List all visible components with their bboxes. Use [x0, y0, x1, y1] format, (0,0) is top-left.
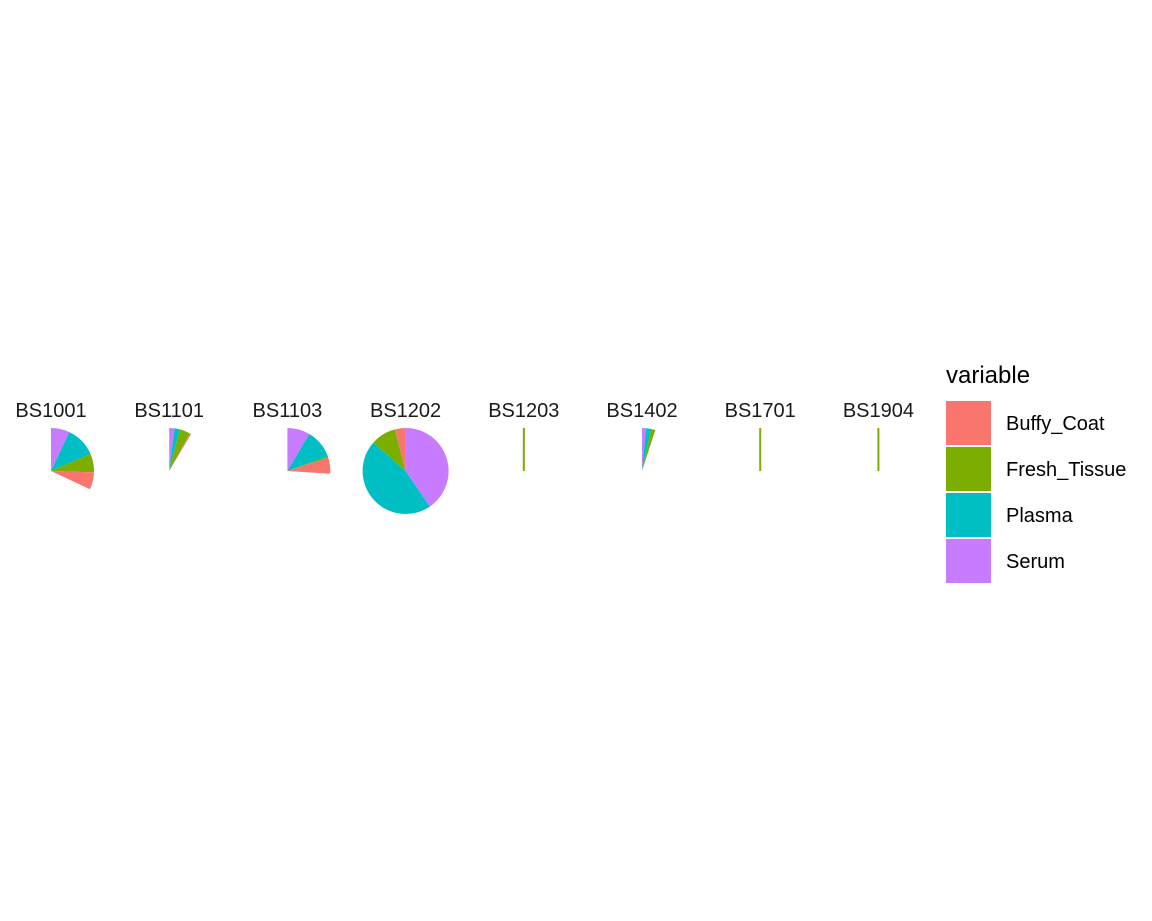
- legend-key-serum: [946, 539, 991, 583]
- slice-bs1103-buffy-coat: [287, 457, 331, 474]
- legend-label-fresh-tissue: Fresh_Tissue: [1006, 459, 1126, 481]
- slice-bs1202-buffy-coat: [394, 428, 406, 471]
- slice-bs1101-serum: [169, 428, 175, 471]
- facet-panels: BS1001 BS1101 BS1103 BS1202 BS1203 BS1402 BS17…: [15, 400, 914, 515]
- legend-key-buffy-coat: [946, 401, 991, 445]
- facet-bs1101: BS1101: [134, 400, 204, 471]
- slice-bs1202-serum: [405, 428, 449, 507]
- slice-bs1402-serum: [642, 428, 647, 471]
- slice-bs1103-plasma: [287, 433, 328, 471]
- slice-bs1001-buffy-coat: [51, 471, 94, 490]
- slice-bs1402-fresh-tissue: [642, 429, 656, 471]
- slice-bs1103-fresh-tissue: [287, 456, 329, 471]
- legend-items: Buffy_Coat Fresh_Tissue Plasma Serum: [946, 401, 1126, 583]
- facet-bs1202: BS1202: [362, 400, 449, 515]
- slice-bs1101-fresh-tissue: [169, 429, 190, 471]
- facet-bs1001: BS1001: [15, 400, 94, 490]
- facet-label: BS1203: [488, 400, 559, 422]
- legend-label-serum: Serum: [1006, 551, 1065, 573]
- legend-title: variable: [946, 362, 1030, 389]
- slice-bs1101-plasma: [169, 428, 180, 471]
- facet-label: BS1402: [606, 400, 677, 422]
- facet-label: BS1101: [134, 400, 204, 422]
- slice-bs1402-plasma: [642, 428, 652, 471]
- facet-label: BS1904: [843, 400, 914, 422]
- slice-bs1202-plasma: [362, 442, 430, 515]
- facet-label: BS1001: [15, 400, 86, 422]
- slice-bs1001-fresh-tissue: [51, 453, 94, 473]
- slice-bs1103-serum: [287, 428, 310, 471]
- slice-bs1202-fresh-tissue: [373, 429, 406, 471]
- facet-bs1904: BS1904: [843, 400, 914, 471]
- facet-label: BS1701: [725, 400, 796, 422]
- legend-label-buffy-coat: Buffy_Coat: [1006, 413, 1105, 435]
- legend-label-plasma: Plasma: [1006, 505, 1074, 527]
- facet-bs1103: BS1103: [253, 400, 331, 474]
- slice-bs1101-buffy-coat: [169, 433, 192, 471]
- facet-label: BS1202: [370, 400, 441, 422]
- facet-bs1701: BS1701: [725, 400, 796, 471]
- legend-key-plasma: [946, 493, 991, 537]
- legend-key-fresh-tissue: [946, 447, 991, 491]
- legend: variable Buffy_Coat Fresh_Tissue Plasma Ser…: [946, 362, 1126, 583]
- facet-bs1402: BS1402: [606, 400, 678, 471]
- slice-bs1001-serum: [51, 428, 70, 471]
- facet-bs1203: BS1203: [488, 400, 559, 471]
- facet-label: BS1103: [253, 400, 323, 422]
- slice-bs1001-plasma: [51, 432, 91, 471]
